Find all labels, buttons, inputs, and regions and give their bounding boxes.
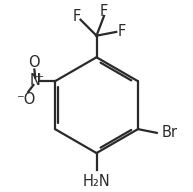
Text: Br: Br <box>162 125 178 140</box>
Text: O: O <box>29 55 40 70</box>
Text: ⁻O: ⁻O <box>16 92 35 107</box>
Text: F: F <box>73 9 81 24</box>
Text: +: + <box>35 72 44 82</box>
Text: N: N <box>30 73 41 88</box>
Text: F: F <box>117 24 126 39</box>
Text: F: F <box>100 4 108 19</box>
Text: H₂N: H₂N <box>83 174 110 189</box>
